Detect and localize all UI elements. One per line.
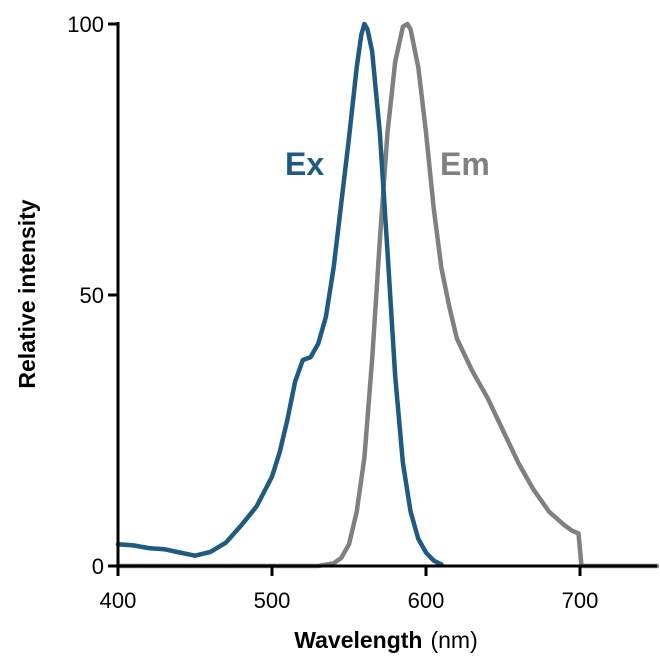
series-label-ex: Ex: [285, 146, 324, 182]
x-tick-label: 400: [100, 588, 137, 613]
x-tick-label: 500: [254, 588, 291, 613]
x-axis-ticks: 400 500 600 700: [100, 566, 599, 613]
series-line-ex: [115, 21, 444, 567]
y-tick-label: 0: [92, 554, 104, 579]
y-tick-label: 100: [67, 12, 104, 37]
x-axis-title-text: Wavelength: [294, 627, 422, 653]
series-line-em: [115, 21, 660, 569]
y-axis-ticks: 0 50 100: [67, 12, 118, 579]
x-tick-label: 600: [408, 588, 445, 613]
x-axis-unit: (nm): [430, 627, 477, 653]
y-axis-title: Relative intensity: [14, 199, 40, 388]
series-labels: Ex Em: [285, 146, 490, 182]
series-label-em: Em: [440, 146, 490, 182]
x-axis-title: Wavelength (nm): [294, 627, 478, 653]
x-tick-label: 700: [562, 588, 599, 613]
series-layer: [115, 21, 660, 569]
y-tick-label: 50: [80, 283, 104, 308]
